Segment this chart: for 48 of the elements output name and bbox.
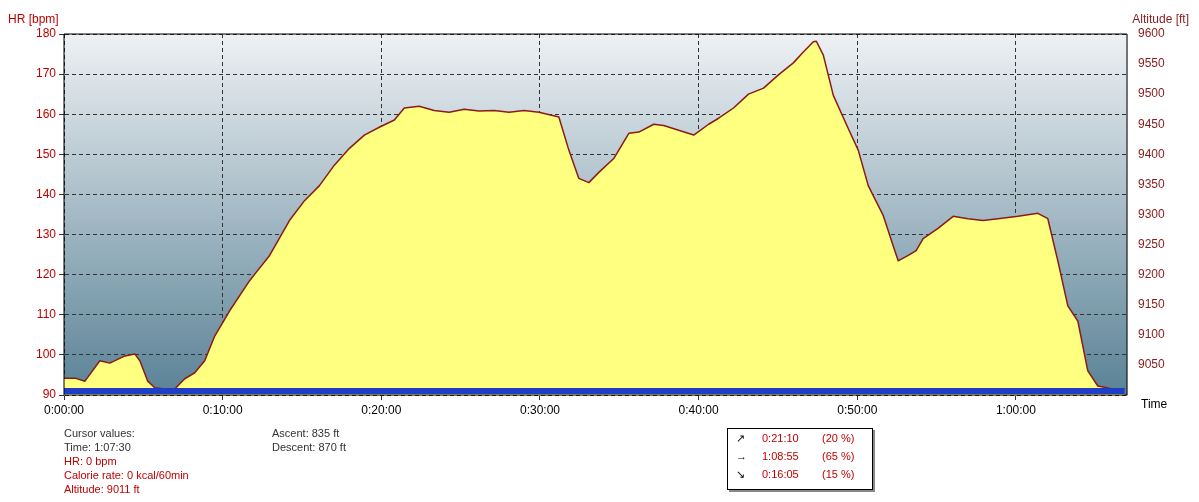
text: 1:08:55 (762, 449, 799, 463)
text: Calorie rate: 0 kcal/60min (64, 468, 189, 482)
y2-tick-label: 9050 (1138, 357, 1166, 372)
text: Altitude: 9011 ft (64, 482, 141, 496)
y2-tick-label: 9600 (1138, 26, 1166, 41)
y2-axis-title: Altitude [ft] (1132, 12, 1189, 27)
text: Ascent: 835 ft (272, 426, 341, 440)
y-tick-label: 90 (42, 387, 57, 402)
y2-tick-label: 9150 (1138, 297, 1166, 312)
y-tick-label: 130 (35, 226, 57, 241)
x-tick-label: 0:40:00 (678, 402, 719, 417)
y2-tick-label: 9500 (1138, 86, 1166, 101)
text: → (736, 449, 747, 463)
x-tick-label: 0:20:00 (361, 402, 402, 417)
y2-tick-label: 9350 (1138, 176, 1166, 191)
text: (15 %) (822, 467, 855, 481)
text: HR: 0 bpm (64, 454, 118, 468)
y-tick-label: 110 (36, 307, 57, 322)
y2-tick-label: 9100 (1138, 327, 1166, 342)
y-tick-label: 160 (35, 106, 57, 121)
text: (20 %) (822, 431, 855, 445)
x-axis-title: Time (1141, 397, 1168, 412)
y2-tick-label: 9400 (1138, 146, 1166, 161)
y2-tick-label: 9450 (1138, 116, 1166, 131)
text: Time: 1:07:30 (64, 440, 132, 454)
y2-tick-label: 9250 (1138, 236, 1166, 251)
x-tick-label: 1:00:00 (995, 402, 1037, 417)
text: ↗ (736, 431, 745, 445)
y2-tick-label: 9300 (1138, 206, 1166, 221)
text: Cursor values: (64, 426, 136, 440)
y-tick-label: 170 (35, 66, 57, 81)
x-tick-label: 0:10:00 (202, 402, 243, 417)
x-tick-label: 0:50:00 (837, 402, 878, 417)
x-tick-label: 0:00:00 (43, 402, 85, 417)
y-tick-label: 150 (35, 146, 57, 161)
y-tick-label: 100 (35, 347, 57, 362)
y-tick-label: 120 (35, 266, 57, 281)
y-tick-label: 140 (35, 186, 57, 201)
text: 0:21:10 (762, 431, 799, 445)
text: ↘ (736, 467, 745, 481)
text: 0:16:05 (762, 467, 799, 481)
y2-tick-label: 9200 (1138, 266, 1166, 281)
text: (65 %) (822, 449, 855, 463)
y-axis-title: HR [bpm] (8, 12, 59, 27)
x-tick-label: 0:30:00 (519, 402, 561, 417)
text: Descent: 870 ft (272, 440, 346, 454)
y2-tick-label: 9550 (1138, 56, 1166, 71)
y-tick-label: 180 (35, 26, 57, 41)
